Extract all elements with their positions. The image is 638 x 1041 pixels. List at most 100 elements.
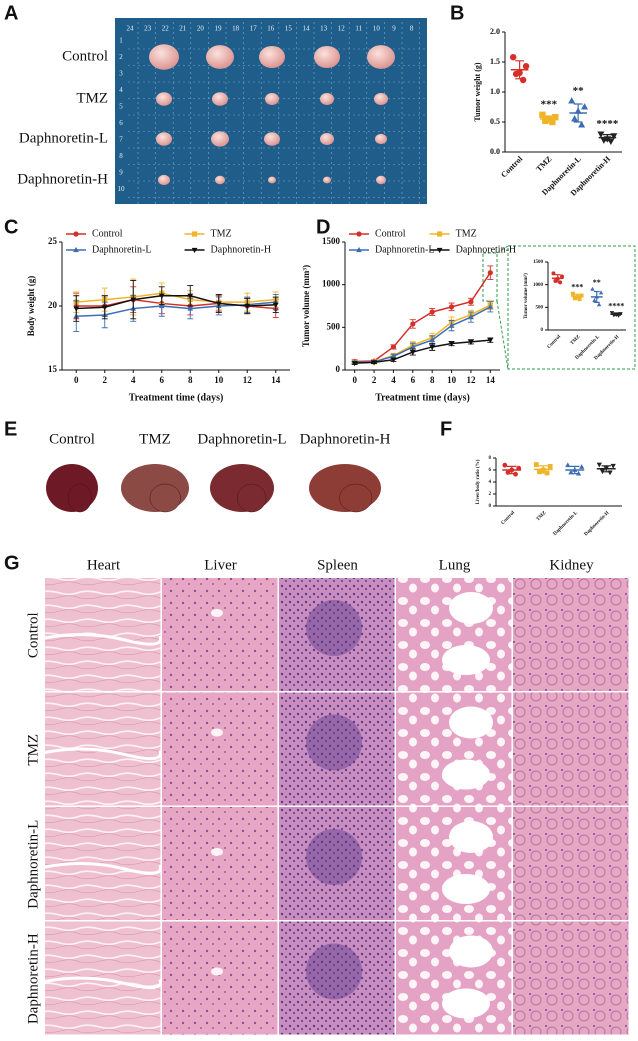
ruler-number: 23 <box>144 25 152 33</box>
liver-lobe <box>236 483 267 513</box>
y-tick-label: 0 <box>489 504 492 509</box>
data-point <box>596 302 602 307</box>
panel-letter: A <box>4 2 18 24</box>
data-point <box>539 111 546 118</box>
x-tick-label: Daphnoretin-L <box>553 510 580 537</box>
legend-marker <box>73 231 79 237</box>
significance: **** <box>596 118 619 130</box>
y-tick-label: 2 <box>489 492 492 497</box>
data-point <box>565 462 571 468</box>
column-header: Spleen <box>317 557 358 573</box>
y-axis-label: Body weight (g) <box>26 276 36 337</box>
data-point <box>581 103 589 110</box>
y-tick-label: 500 <box>327 321 341 331</box>
histology-image <box>162 692 278 806</box>
legend-marker <box>437 231 443 237</box>
error-bar <box>573 103 583 123</box>
ruler-number: 10 <box>118 185 126 193</box>
x-tick-label: 6 <box>411 375 416 385</box>
tumor <box>211 131 229 147</box>
data-point <box>487 338 494 344</box>
series-line <box>354 306 491 364</box>
x-tick-label: 12 <box>243 375 253 385</box>
significance: *** <box>541 99 558 111</box>
data-point <box>512 70 520 78</box>
x-tick-label: 0 <box>352 375 357 385</box>
data-point <box>429 337 436 343</box>
histology-image <box>279 807 395 920</box>
tumor <box>206 45 234 69</box>
y-tick-label: 500 <box>536 305 544 310</box>
y-tick-label: 1000 <box>322 279 341 289</box>
data-point <box>468 339 474 345</box>
data-point <box>187 293 194 299</box>
x-tick-label: TMZ <box>534 154 553 173</box>
data-point <box>552 114 559 121</box>
panel-letter: C <box>4 216 18 238</box>
column-header: Lung <box>439 557 471 573</box>
tumor <box>314 45 340 69</box>
ruler-number: 2 <box>119 53 123 61</box>
x-tick-label: TMZ <box>536 510 548 522</box>
legend-label: Control <box>92 228 123 239</box>
panel-letter: F <box>440 418 452 440</box>
y-tick-label: 0.0 <box>490 147 500 156</box>
histology-image <box>513 807 629 920</box>
x-tick-label: 4 <box>391 375 396 385</box>
tumor <box>375 133 387 145</box>
ruler-number: 9 <box>392 25 396 33</box>
ruler-number: 6 <box>119 119 123 127</box>
y-tick-label: 25 <box>48 236 58 246</box>
tissue-gap <box>44 861 163 875</box>
data-point <box>610 133 618 140</box>
x-tick-label: 14 <box>271 375 281 385</box>
significance: ** <box>593 278 601 287</box>
x-axis-label: Treatment time (days) <box>375 392 470 403</box>
data-point <box>509 54 517 61</box>
liver-label: Control <box>49 431 95 447</box>
ruler-number: 5 <box>119 103 123 111</box>
x-tick-label: Daphnoretin-H <box>584 511 611 538</box>
y-tick-label: 8 <box>489 456 492 461</box>
legend-label: TMZ <box>211 228 232 239</box>
y-tick-label: 1.0 <box>490 87 500 96</box>
ruler-number: 17 <box>250 25 258 33</box>
histology-image <box>162 807 278 920</box>
data-point <box>409 350 416 356</box>
data-point <box>158 302 165 309</box>
data-point <box>502 462 508 468</box>
histology-image <box>279 921 395 1035</box>
x-tick-label: 10 <box>214 375 224 385</box>
legend-marker <box>436 247 443 254</box>
x-tick-label: 6 <box>160 375 165 385</box>
y-tick-label: 1.5 <box>490 57 500 66</box>
error-bar <box>544 115 554 123</box>
error-bar <box>538 465 548 474</box>
y-tick-label: 2.0 <box>490 27 500 36</box>
x-tick-label: 0 <box>74 375 79 385</box>
x-tick-label: 8 <box>430 375 435 385</box>
airway <box>442 874 490 904</box>
histology-image <box>279 692 395 806</box>
y-tick-label: 6 <box>489 468 492 473</box>
legend-marker <box>356 231 362 237</box>
central-vein <box>211 609 223 617</box>
error-bar <box>570 465 580 475</box>
error-bar <box>602 134 612 142</box>
ruler-number: 8 <box>119 152 123 160</box>
panel-letter: G <box>4 552 20 574</box>
error-bar <box>613 312 620 316</box>
series-line <box>354 339 491 364</box>
series-line <box>76 295 276 310</box>
data-point <box>390 357 397 363</box>
white-pulp <box>306 943 362 1000</box>
tissue-gap <box>44 747 163 761</box>
column-header: Heart <box>87 557 121 573</box>
row-label: TMZ <box>25 734 41 766</box>
central-vein <box>211 967 223 976</box>
airway <box>442 645 490 675</box>
y-axis-label: Tumor weight (g) <box>473 62 482 121</box>
data-point <box>592 298 597 303</box>
